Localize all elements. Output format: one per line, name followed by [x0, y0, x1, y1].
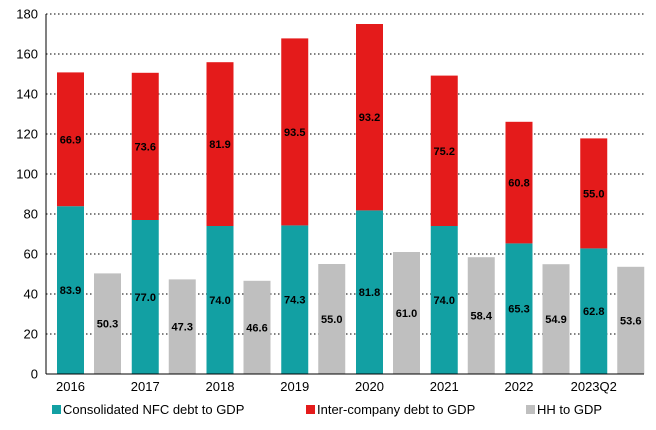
y-tick-label: 80	[24, 207, 38, 222]
bar-intercompany-2017	[131, 72, 159, 220]
x-tick-label: 2016	[56, 379, 85, 394]
data-label-intercompany: 93.5	[284, 127, 305, 139]
legend-label: Consolidated NFC debt to GDP	[63, 402, 245, 417]
x-tick-label: 2022	[505, 379, 534, 394]
data-label-intercompany: 73.6	[135, 141, 156, 153]
bar-nfc-2020	[356, 210, 383, 374]
data-label-nfc: 74.3	[284, 295, 305, 307]
data-label-hh: 47.3	[172, 322, 193, 334]
x-tick-label: 2021	[430, 379, 459, 394]
x-tick-label: 2019	[280, 379, 309, 394]
y-tick-label: 40	[24, 287, 38, 302]
data-labels: 83.9 66.9 50.3 77.0 73.6 47.3 74.0 81.9 46.6 74.3…	[60, 112, 642, 334]
bar-nfc-2016	[57, 206, 84, 374]
data-label-hh: 58.4	[471, 311, 493, 323]
bar-hh-2023Q2	[617, 266, 645, 374]
data-label-hh: 61.0	[396, 308, 417, 320]
legend-swatch	[526, 405, 535, 414]
bar-intercompany-2022	[505, 121, 533, 244]
data-label-nfc: 62.8	[583, 306, 604, 318]
legend: Consolidated NFC debt to GDP Inter-compan…	[0, 402, 656, 424]
data-label-nfc: 65.3	[508, 304, 529, 316]
data-label-hh: 46.6	[246, 322, 267, 334]
y-tick-label: 140	[16, 87, 38, 102]
data-label-nfc: 83.9	[60, 285, 81, 297]
bar-intercompany-2021	[430, 75, 458, 226]
bar-nfc-2023Q2	[580, 248, 608, 374]
x-tick-label: 2020	[355, 379, 384, 394]
y-tick-label: 180	[16, 7, 38, 22]
y-tick-label: 160	[16, 47, 38, 62]
y-tick-label: 60	[24, 247, 38, 262]
legend-item: HH to GDP	[526, 402, 602, 417]
y-axis-tick-labels: 0 20 40 60 80 100 120 140 160 180	[16, 7, 38, 382]
legend-item: Inter-company debt to GDP	[306, 402, 475, 417]
data-label-hh: 50.3	[97, 319, 118, 331]
bar-intercompany-2020	[356, 24, 383, 211]
y-tick-label: 20	[24, 327, 38, 342]
data-label-intercompany: 66.9	[60, 134, 81, 146]
data-label-nfc: 74.0	[434, 295, 455, 307]
data-label-intercompany: 55.0	[583, 188, 604, 200]
bar-intercompany-2016	[57, 72, 84, 207]
x-axis-tick-labels: 2016 2017 2018 2019 2020 2021 2022 2023Q2	[56, 379, 617, 394]
axes	[45, 14, 644, 375]
x-tick-label: 2018	[206, 379, 235, 394]
bar-intercompany-2019	[281, 38, 309, 226]
legend-label: Inter-company debt to GDP	[317, 402, 476, 417]
data-label-hh: 55.0	[321, 314, 342, 326]
bar-nfc-2022	[505, 243, 533, 374]
bar-intercompany-2023Q2	[580, 138, 608, 249]
data-label-intercompany: 93.2	[359, 112, 380, 124]
bar-intercompany-2018	[206, 62, 234, 227]
bar-hh-2020	[393, 252, 420, 374]
x-tick-label: 2023Q2	[571, 379, 617, 394]
bar-nfc-2021	[430, 226, 458, 374]
y-tick-label: 0	[31, 367, 38, 382]
data-label-hh: 53.6	[620, 315, 641, 327]
bar-hh-2016	[94, 273, 121, 374]
data-label-nfc: 74.0	[209, 295, 230, 307]
data-label-hh: 54.9	[545, 314, 566, 326]
legend-swatch	[306, 405, 315, 414]
y-tick-label: 100	[16, 167, 38, 182]
data-label-intercompany: 81.9	[209, 139, 230, 151]
bar-nfc-2017	[131, 220, 159, 374]
x-tick-label: 2017	[131, 379, 160, 394]
data-label-intercompany: 75.2	[434, 146, 455, 158]
bar-hh-2019	[318, 264, 346, 374]
data-label-intercompany: 60.8	[508, 178, 529, 190]
bar-hh-2022	[542, 264, 570, 374]
bar-chart: 83.9 66.9 50.3 77.0 73.6 47.3 74.0 81.9 46.6 74.3…	[16, 7, 645, 394]
bars	[57, 24, 645, 374]
legend-label: HH to GDP	[537, 402, 603, 417]
bar-hh-2017	[168, 279, 196, 374]
bar-nfc-2018	[206, 226, 234, 374]
legend-swatch	[52, 405, 61, 414]
bar-hh-2018	[243, 280, 271, 374]
bar-hh-2021	[467, 257, 495, 374]
data-label-nfc: 81.8	[359, 287, 380, 299]
legend-item: Consolidated NFC debt to GDP	[52, 402, 244, 417]
data-label-nfc: 77.0	[135, 292, 156, 304]
bar-nfc-2019	[281, 225, 309, 374]
y-tick-label: 120	[16, 127, 38, 142]
